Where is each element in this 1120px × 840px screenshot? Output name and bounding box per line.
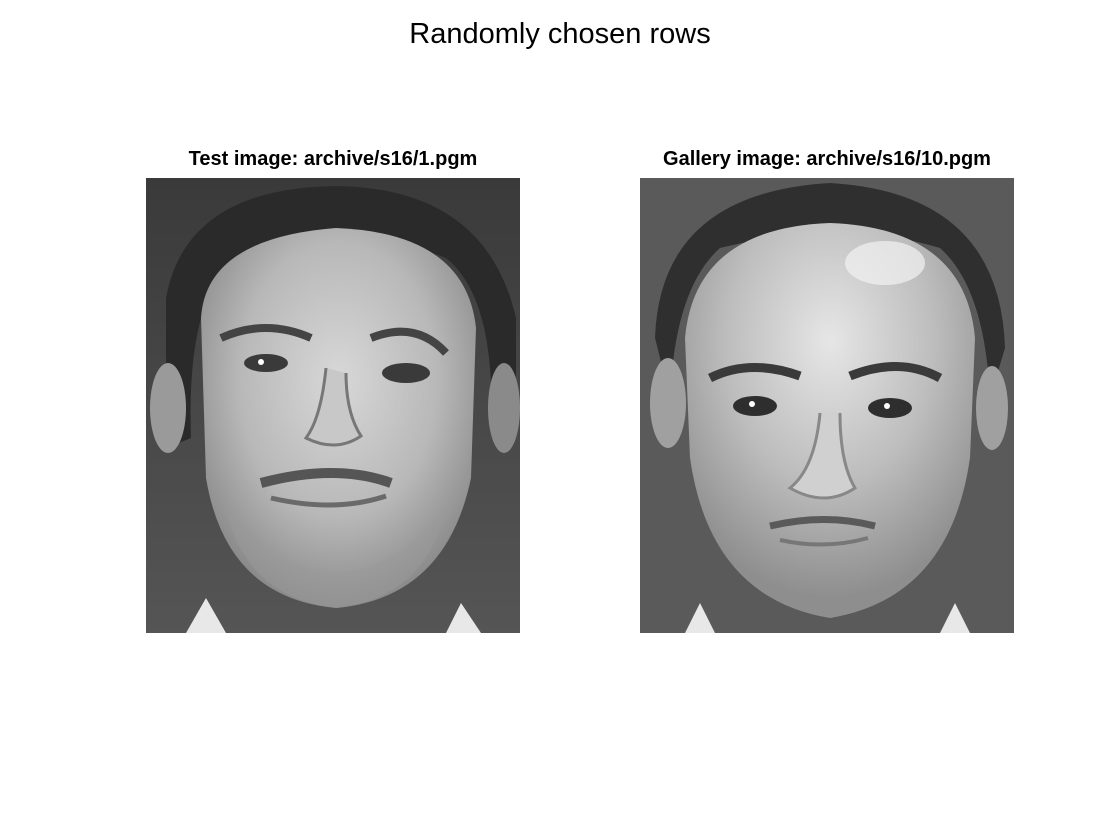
test-image-panel: Test image: archive/s16/1.pgm xyxy=(146,148,520,634)
test-face-image xyxy=(146,178,520,633)
gallery-image-panel: Gallery image: archive/s16/10.pgm xyxy=(640,148,1014,634)
gallery-face-image xyxy=(640,178,1014,633)
figure-title: Randomly chosen rows xyxy=(409,18,711,50)
test-image-title: Test image: archive/s16/1.pgm xyxy=(188,148,478,170)
gallery-image-title: Gallery image: archive/s16/10.pgm xyxy=(663,148,991,170)
